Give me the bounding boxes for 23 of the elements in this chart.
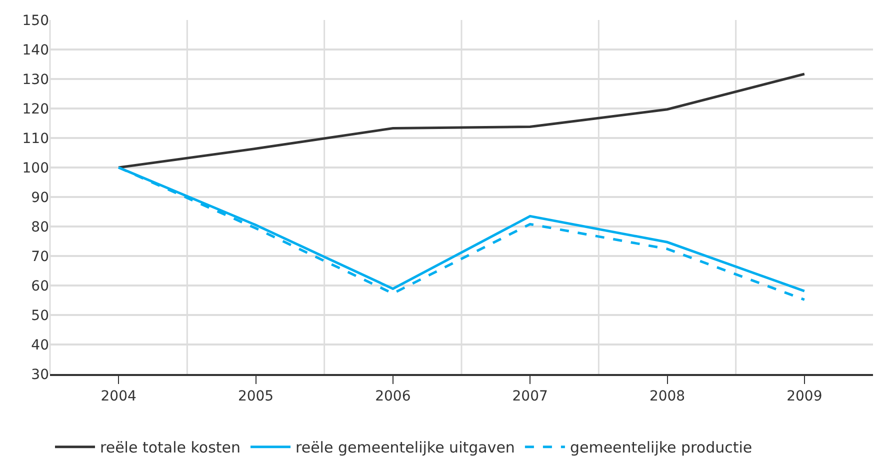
x-tick-label: 2009 bbox=[786, 388, 822, 405]
x-tick-label: 2006 bbox=[375, 388, 411, 405]
y-tick-label: 70 bbox=[31, 248, 49, 265]
x-tick-label: 2008 bbox=[649, 388, 686, 405]
line-series bbox=[117, 72, 806, 169]
y-tick-label: 100 bbox=[22, 160, 49, 176]
y-tick-label: 50 bbox=[31, 308, 49, 324]
y-tick-label: 80 bbox=[31, 219, 49, 236]
y-tick-label: 90 bbox=[31, 190, 49, 206]
legend-label: gemeentelijke productie bbox=[570, 438, 752, 457]
y-tick-label: 40 bbox=[31, 337, 49, 354]
x-tick-label: 2005 bbox=[238, 388, 274, 405]
x-tick-label: 2007 bbox=[512, 388, 548, 405]
y-tick-label: 130 bbox=[22, 72, 49, 88]
y-tick-label: 150 bbox=[22, 12, 49, 29]
y-tick-label: 140 bbox=[22, 42, 49, 58]
legend-label: reële totale kosten bbox=[100, 438, 241, 457]
y-tick-label: 60 bbox=[31, 278, 49, 294]
legend-label: reële gemeentelijke uitgaven bbox=[296, 438, 515, 457]
x-tick-label: 2004 bbox=[100, 388, 136, 405]
y-tick-label: 110 bbox=[22, 130, 49, 147]
y-tick-label: 120 bbox=[22, 101, 49, 118]
y-tick-label: 30 bbox=[31, 366, 49, 383]
